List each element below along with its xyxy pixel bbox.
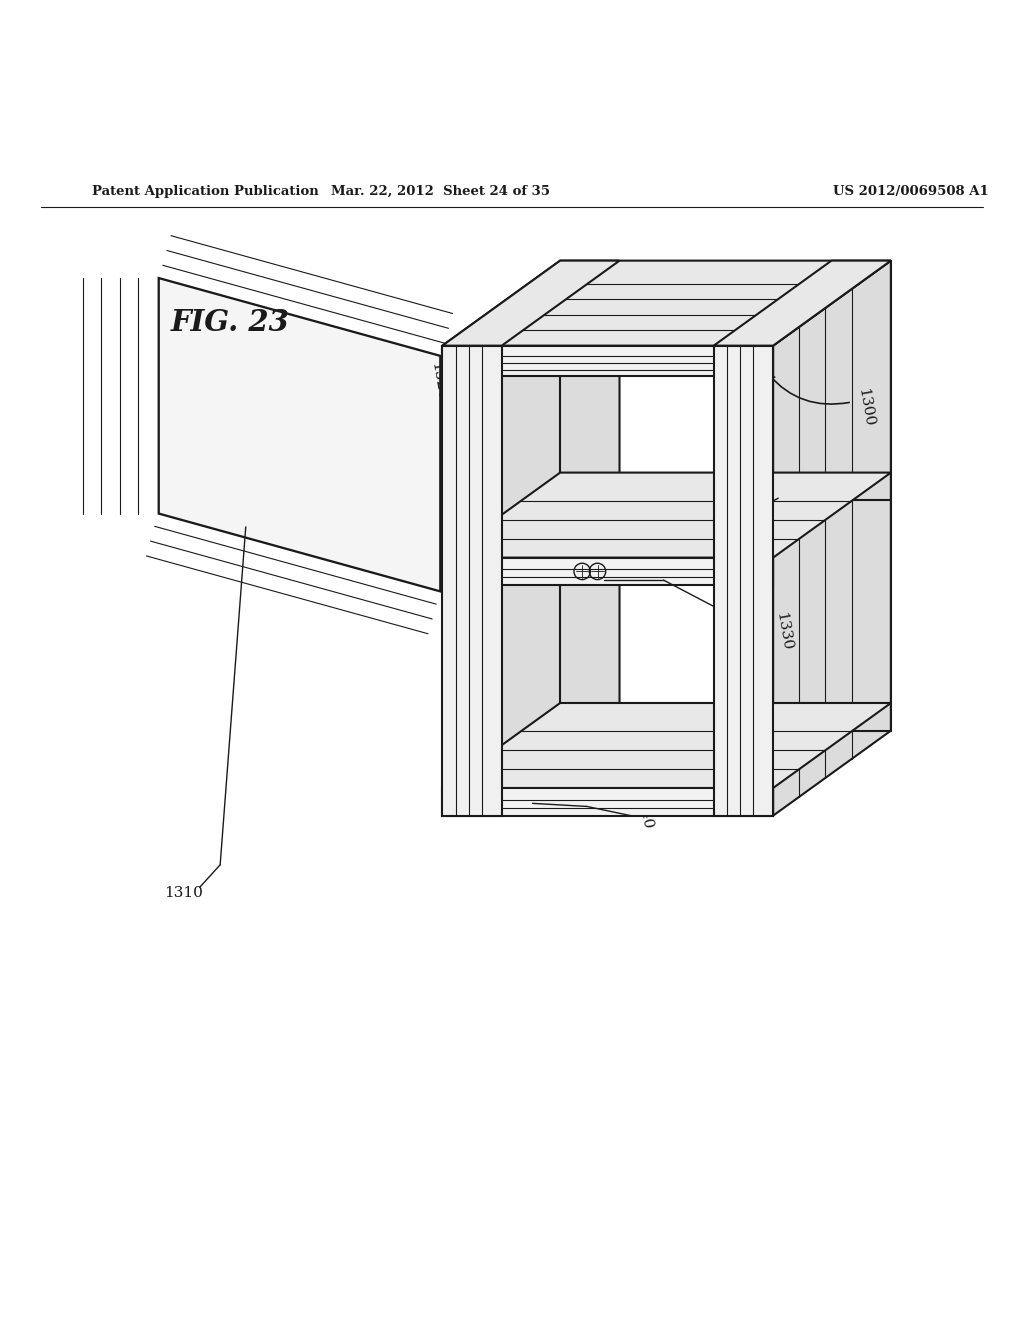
Polygon shape [442, 788, 773, 816]
Text: Mar. 22, 2012  Sheet 24 of 35: Mar. 22, 2012 Sheet 24 of 35 [331, 185, 550, 198]
Polygon shape [442, 473, 891, 557]
Text: 1300: 1300 [855, 387, 876, 428]
Polygon shape [442, 260, 620, 346]
Text: 1340: 1340 [633, 791, 653, 830]
Polygon shape [714, 346, 773, 816]
Polygon shape [442, 346, 502, 816]
Polygon shape [442, 260, 891, 346]
Polygon shape [502, 260, 620, 816]
Polygon shape [773, 260, 891, 816]
Polygon shape [442, 557, 773, 585]
Text: Patent Application Publication: Patent Application Publication [92, 185, 318, 198]
Polygon shape [442, 346, 773, 376]
Text: 1320: 1320 [428, 362, 449, 401]
Text: 1310: 1310 [164, 887, 203, 900]
Polygon shape [442, 704, 891, 788]
Polygon shape [714, 260, 891, 346]
Polygon shape [159, 279, 440, 591]
Text: 1350: 1350 [780, 474, 801, 515]
Text: US 2012/0069508 A1: US 2012/0069508 A1 [834, 185, 989, 198]
Text: FIG. 23: FIG. 23 [171, 308, 290, 337]
Text: 1330: 1330 [773, 611, 794, 652]
